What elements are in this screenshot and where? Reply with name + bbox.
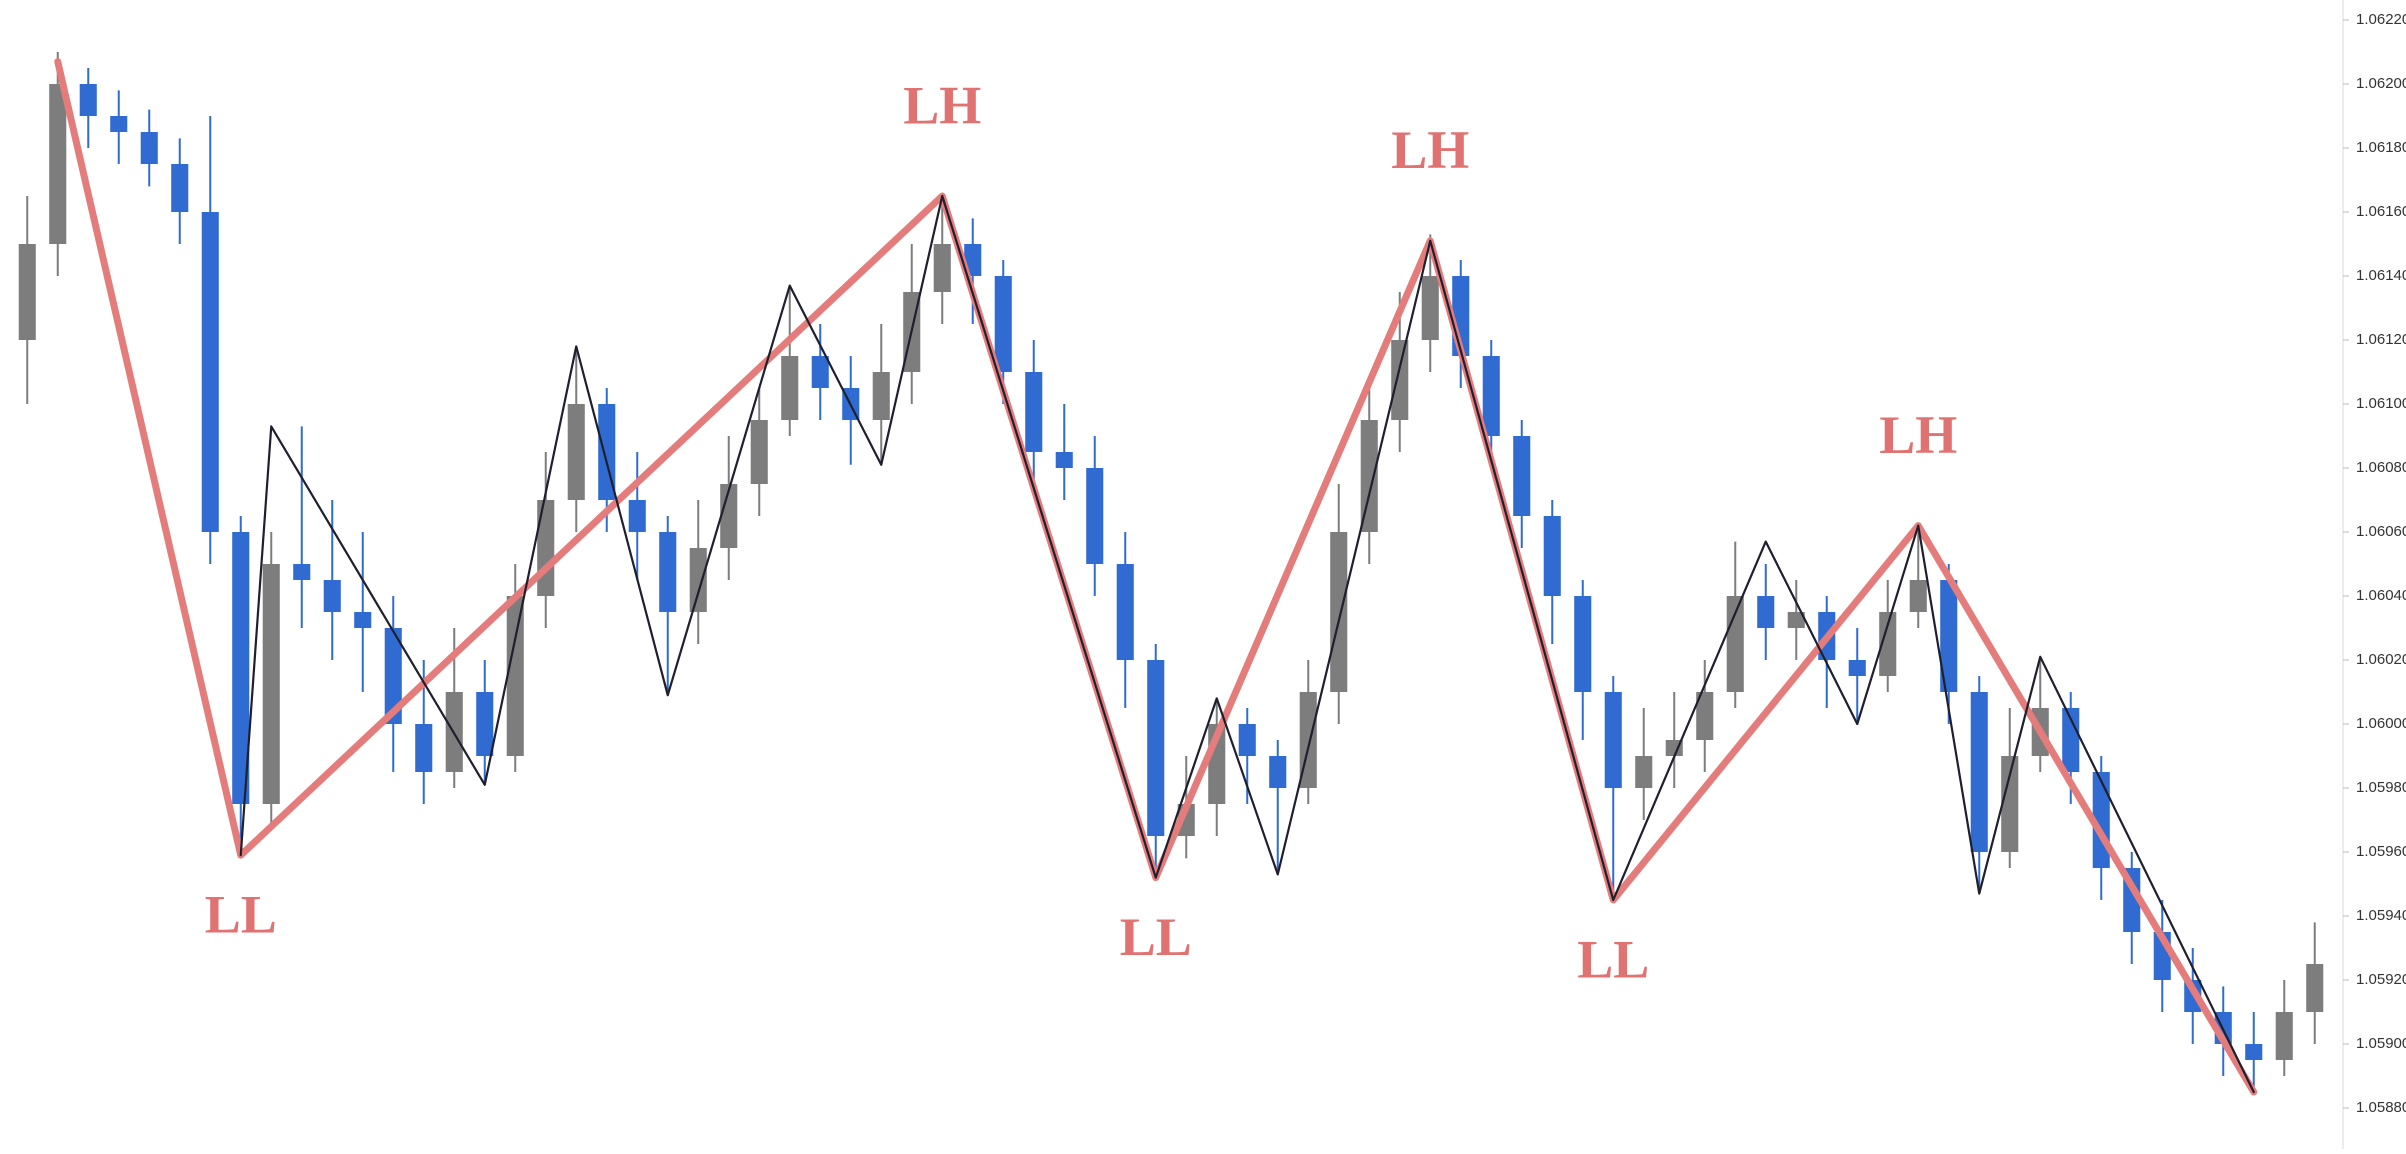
candle-body: [18, 244, 36, 340]
candle-body: [1574, 596, 1592, 692]
candle-body: [140, 132, 158, 164]
candle-body: [232, 532, 250, 804]
y-tick-label: 1.06020: [2356, 651, 2406, 668]
y-tick-label: 1.06040: [2356, 587, 2406, 604]
y-tick-label: 1.06220: [2356, 11, 2406, 28]
pivot-label: LH: [903, 75, 981, 135]
candle-body: [1879, 612, 1897, 676]
y-tick-label: 1.06000: [2356, 715, 2406, 732]
candle-body: [1696, 692, 1714, 740]
y-tick-label: 1.06120: [2356, 331, 2406, 348]
zigzag-line: [239, 194, 2255, 1094]
candle-body: [49, 84, 67, 244]
pivot-label: LL: [205, 885, 277, 945]
candle-body: [567, 404, 585, 500]
candle-body: [659, 532, 677, 612]
candle-body: [354, 612, 372, 628]
candle-body: [1269, 756, 1287, 788]
candle-body: [1391, 340, 1409, 420]
candle-body: [171, 164, 189, 212]
candle-body: [293, 564, 311, 580]
zigzag-line: [54, 58, 2258, 1096]
candle-body: [811, 356, 829, 388]
candle-body: [1757, 596, 1775, 628]
pivot-label: LL: [1120, 907, 1192, 967]
candle-body: [1147, 660, 1165, 836]
candle-body: [1238, 724, 1256, 756]
candle-body: [1635, 756, 1653, 788]
candle-body: [1940, 580, 1958, 692]
pivot-label: LH: [1879, 405, 1957, 465]
candle-body: [2001, 756, 2019, 852]
y-tick-label: 1.05880: [2356, 1099, 2406, 1116]
candle-body: [1025, 372, 1043, 452]
candle-body: [79, 84, 97, 116]
candle-body: [1543, 516, 1561, 596]
y-tick-label: 1.06060: [2356, 523, 2406, 540]
candle-body: [628, 500, 646, 532]
candle-body: [506, 596, 524, 756]
candle-body: [323, 580, 341, 612]
y-tick-label: 1.05980: [2356, 779, 2406, 796]
candle-body: [1604, 692, 1622, 788]
candle-body: [110, 116, 128, 132]
y-tick-label: 1.06100: [2356, 395, 2406, 412]
candle-body: [1086, 468, 1104, 564]
y-tick-label: 1.06180: [2356, 139, 2406, 156]
candle-body: [1726, 596, 1744, 692]
candle-body: [1970, 692, 1988, 852]
candle-body: [201, 212, 219, 532]
pivot-label: LL: [1577, 929, 1649, 989]
y-tick-label: 1.06140: [2356, 267, 2406, 284]
candle-body: [1330, 532, 1348, 692]
candle-body: [1513, 436, 1531, 516]
candle-body: [1116, 564, 1134, 660]
candle-body: [1909, 580, 1927, 612]
candle-body: [2275, 1012, 2293, 1060]
candle-body: [415, 724, 433, 772]
candle-body: [537, 500, 555, 596]
pivot-label: LH: [1391, 120, 1469, 180]
candle-body: [1482, 356, 1500, 436]
candle-body: [2245, 1044, 2263, 1060]
candle-body: [994, 276, 1012, 372]
candle-body: [720, 484, 738, 548]
candle-body: [2306, 964, 2324, 1012]
y-tick-label: 1.05960: [2356, 843, 2406, 860]
candle-body: [933, 244, 951, 292]
candle-body: [1360, 420, 1378, 532]
y-tick-label: 1.06080: [2356, 459, 2406, 476]
candle-body: [476, 692, 494, 756]
candle-body: [384, 628, 402, 724]
y-tick-label: 1.06160: [2356, 203, 2406, 220]
candle-body: [964, 244, 982, 276]
candle-body: [750, 420, 768, 484]
candle-body: [1055, 452, 1073, 468]
candle-body: [1787, 612, 1805, 628]
candle-body: [781, 356, 799, 420]
y-tick-label: 1.05900: [2356, 1035, 2406, 1052]
candle-body: [1421, 276, 1439, 340]
candle-body: [872, 372, 890, 420]
candle-body: [2062, 708, 2080, 772]
candle-body: [689, 548, 707, 612]
candle-body: [1848, 660, 1866, 676]
y-tick-label: 1.06200: [2356, 75, 2406, 92]
candle-body: [262, 564, 280, 804]
y-tick-label: 1.05940: [2356, 907, 2406, 924]
y-tick-label: 1.05920: [2356, 971, 2406, 988]
